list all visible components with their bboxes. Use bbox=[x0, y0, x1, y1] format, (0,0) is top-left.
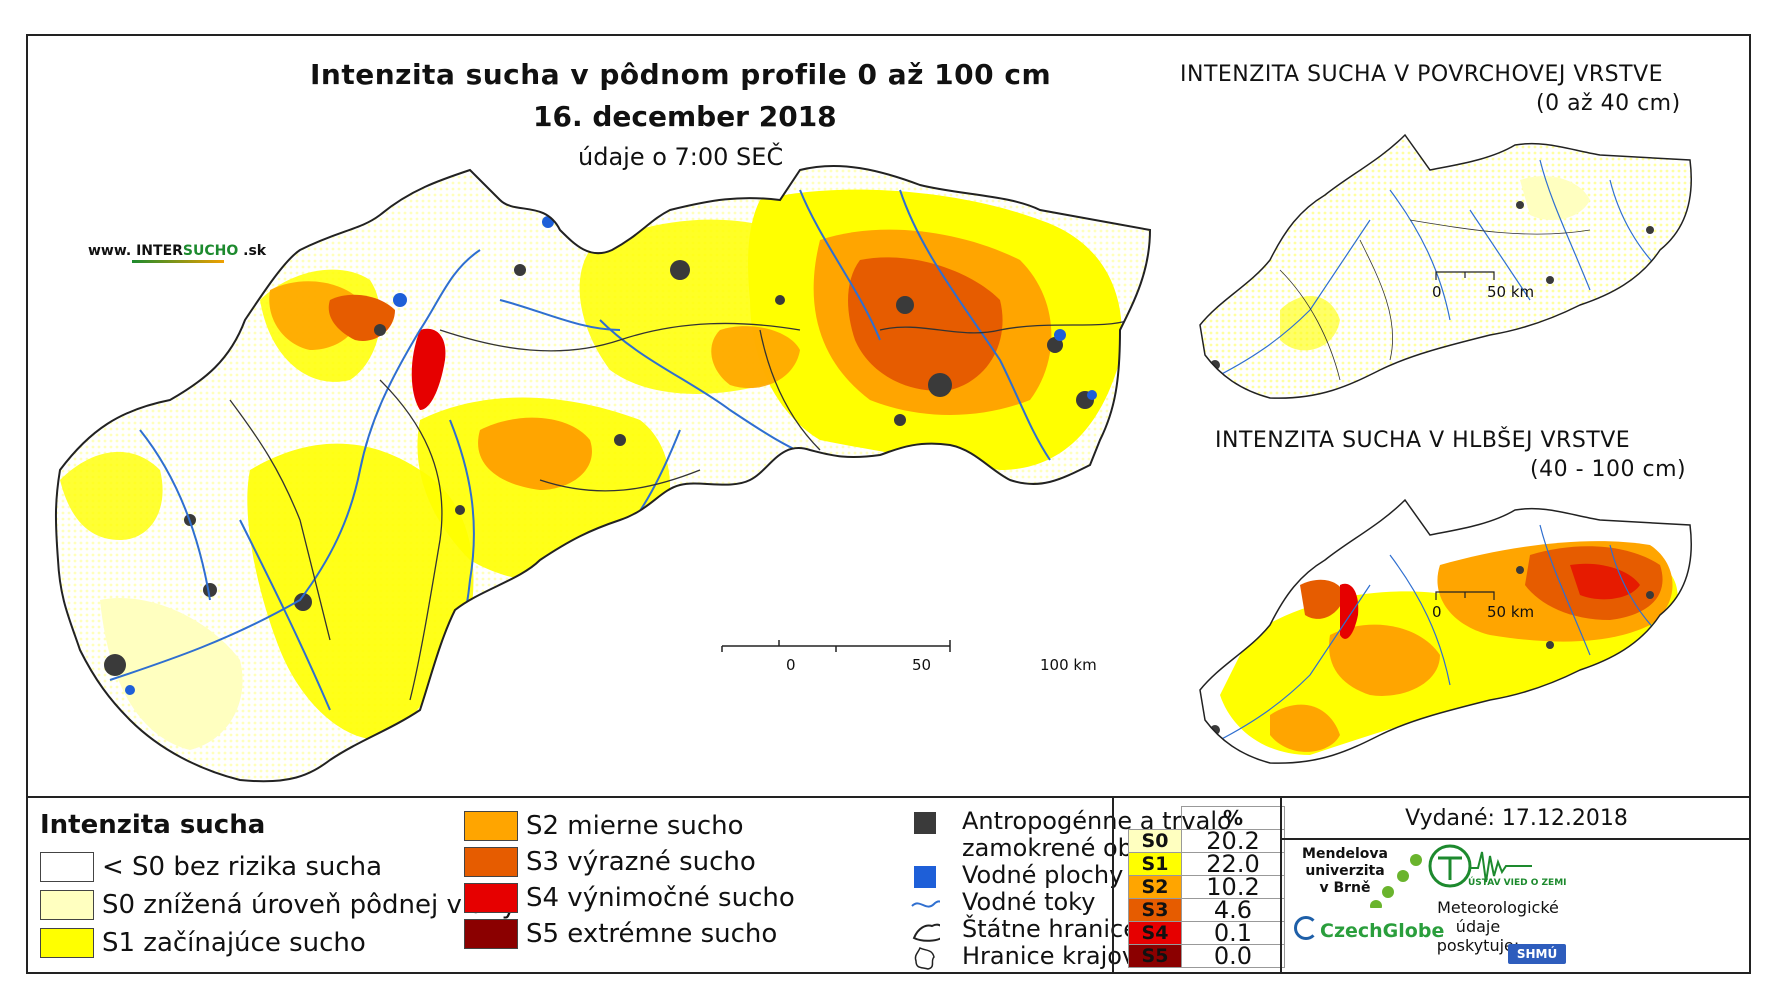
inset-bottom-scale-bar bbox=[1435, 591, 1495, 600]
legend-title: Intenzita sucha bbox=[40, 810, 266, 840]
legend-panel: Intenzita sucha < S0 bez rizika sucha S0… bbox=[26, 796, 1751, 974]
river-line-icon bbox=[910, 889, 940, 919]
main-scale-label-100: 100 km bbox=[1040, 656, 1097, 674]
mendel-dots-icon bbox=[1370, 854, 1422, 908]
swatch-below-s0 bbox=[40, 852, 94, 882]
legend-col-1: < S0 bez rizika sucha S0 znížená úroveň … bbox=[40, 848, 517, 962]
state-border-icon bbox=[910, 916, 940, 946]
percent-table: % S0 20.2 S1 22.0 S2 10.2 S3 4.6 S4 0.1 S5 0.0 bbox=[1128, 806, 1285, 968]
uvz-logo-text: ÚSTAV VIED O ZEMI bbox=[1468, 878, 1567, 888]
inset-top-title: INTENZITA SUCHA V POVRCHOVEJ VRSTVE bbox=[1180, 62, 1664, 87]
percent-row-s3: S3 4.6 bbox=[1128, 898, 1285, 922]
swatch-s0 bbox=[40, 890, 94, 920]
legend-item-s0: S0 znížená úroveň pôdnej vlahy bbox=[40, 886, 517, 924]
percent-row-s5: S5 0.0 bbox=[1128, 944, 1285, 968]
swatch-s4 bbox=[464, 883, 518, 913]
swatch-s3 bbox=[464, 847, 518, 877]
percent-row-s2: S2 10.2 bbox=[1128, 875, 1285, 899]
swatch-s5 bbox=[464, 919, 518, 949]
legend-item-s4: S4 výnimočné sucho bbox=[464, 880, 795, 916]
inset-bottom-scale-0: 0 bbox=[1432, 603, 1442, 621]
inset-top-subtitle: (0 až 40 cm) bbox=[1536, 91, 1681, 116]
swatch-s2 bbox=[464, 811, 518, 841]
meteo-data-provider: Meteorologické údaje poskytuje: bbox=[1436, 898, 1559, 955]
swatch-s1 bbox=[40, 928, 94, 958]
legend-divider-2 bbox=[1280, 798, 1282, 972]
legend-col-2: S2 mierne sucho S3 výrazné sucho S4 výni… bbox=[464, 808, 795, 952]
percent-header: % bbox=[1181, 806, 1285, 830]
legend-item-s1: S1 začínajúce sucho bbox=[40, 924, 517, 962]
inset-top-map bbox=[1199, 134, 1692, 399]
legend-item-s5: S5 extrémne sucho bbox=[464, 916, 795, 952]
map-title: Intenzita sucha v pôdnom profile 0 až 10… bbox=[310, 58, 1052, 91]
legend-item-below-s0: < S0 bez rizika sucha bbox=[40, 848, 517, 886]
percent-row-s4: S4 0.1 bbox=[1128, 921, 1285, 945]
map-date: 16. december 2018 bbox=[533, 100, 837, 133]
uvz-logo-icon bbox=[1428, 844, 1532, 888]
inset-bottom-scale-50: 50 km bbox=[1487, 603, 1535, 621]
main-scale-bar bbox=[721, 640, 951, 652]
inset-bottom-title: INTENZITA SUCHA V HLBŠEJ VRSTVE bbox=[1215, 428, 1631, 453]
legend-item-region-borders: Hranice krajov bbox=[910, 943, 1232, 970]
inset-top-scale-50: 50 km bbox=[1487, 283, 1535, 301]
czechglobe-logo: CzechGlobe bbox=[1294, 916, 1444, 942]
inset-bottom-subtitle: (40 - 100 cm) bbox=[1530, 457, 1687, 482]
legend-item-water-bodies: Vodné plochy bbox=[910, 862, 1232, 889]
intersucho-website: www. INTERSUCHO .sk bbox=[88, 243, 266, 263]
dark-square-icon bbox=[910, 808, 940, 838]
issued-date: Vydané: 17.12.2018 bbox=[1282, 798, 1751, 840]
inset-top-scale-0: 0 bbox=[1432, 283, 1442, 301]
legend-item-rivers: Vodné toky bbox=[910, 889, 1232, 916]
legend-item-s3: S3 výrazné sucho bbox=[464, 844, 795, 880]
main-scale-label-50: 50 bbox=[912, 656, 932, 674]
inset-top-scale-bar bbox=[1435, 271, 1495, 280]
blue-square-icon bbox=[910, 862, 940, 892]
data-time: údaje o 7:00 SEČ bbox=[578, 143, 784, 171]
main-scale-label-0: 0 bbox=[786, 656, 796, 674]
legend-item-state-borders: Štátne hranice bbox=[910, 916, 1232, 943]
region-border-icon bbox=[910, 943, 940, 973]
shmu-logo: SHMÚ bbox=[1508, 944, 1566, 964]
legend-divider-1 bbox=[1112, 798, 1114, 972]
mendel-university-logo: Mendelova univerzita v Brně bbox=[1302, 846, 1388, 896]
percent-row-s1: S1 22.0 bbox=[1128, 852, 1285, 876]
legend-item-s2: S2 mierne sucho bbox=[464, 808, 795, 844]
inset-bottom-map bbox=[1199, 499, 1692, 764]
